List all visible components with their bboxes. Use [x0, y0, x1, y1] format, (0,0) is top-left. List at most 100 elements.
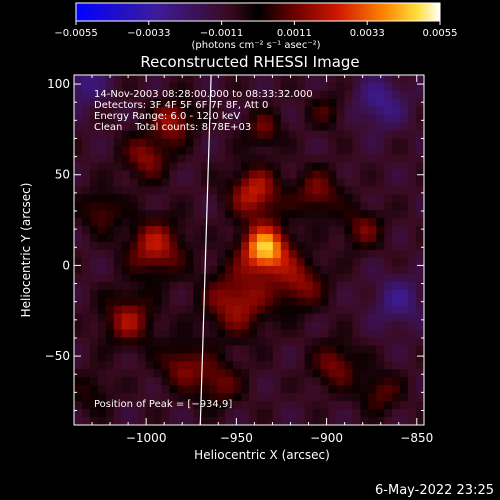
heatmap-cell [280, 98, 290, 108]
heatmap-cell [249, 353, 258, 362]
heatmap-cell [328, 130, 338, 140]
heatmap-cell [249, 122, 258, 132]
heatmap-cell [89, 194, 99, 203]
heatmap-cell [416, 146, 425, 156]
heatmap-cell [145, 250, 155, 259]
heatmap-cell [368, 122, 377, 132]
heatmap-cell [384, 194, 393, 203]
heatmap-cell [153, 138, 163, 148]
heatmap-cell [233, 82, 242, 92]
heatmap-cell [121, 417, 131, 426]
heatmap-cell [185, 210, 194, 219]
heatmap-cell [177, 345, 186, 354]
heatmap-cell [185, 250, 194, 259]
heatmap-cell [161, 75, 171, 84]
heatmap-cell [217, 257, 226, 267]
heatmap-cell [256, 281, 266, 291]
heatmap-cell [264, 297, 274, 307]
heatmap-cell [376, 106, 385, 116]
heatmap-cell [336, 369, 346, 378]
heatmap-cell [408, 75, 417, 84]
heatmap-cell [153, 321, 163, 331]
heatmap-cell [74, 417, 83, 426]
heatmap-cell [137, 257, 147, 267]
heatmap-cell [392, 409, 401, 418]
heatmap-cell [272, 226, 282, 235]
heatmap-cell [328, 289, 338, 299]
heatmap-cell [81, 90, 91, 100]
heatmap-cell [384, 202, 393, 211]
heatmap-cell [320, 98, 330, 108]
heatmap-cell [241, 297, 250, 307]
heatmap-cell [320, 401, 330, 410]
heatmap-cell [81, 234, 91, 243]
heatmap-cell [185, 114, 194, 124]
heatmap-cell [312, 313, 322, 323]
heatmap-cell [416, 210, 425, 219]
heatmap-cell [129, 250, 139, 259]
heatmap-cell [384, 178, 393, 187]
heatmap-cell [384, 369, 393, 378]
heatmap-cell [137, 409, 147, 418]
heatmap-cell [169, 345, 178, 354]
heatmap-cell [241, 75, 250, 84]
heatmap-cell [256, 98, 266, 108]
heatmap-cell [177, 313, 186, 323]
heatmap-cell [336, 170, 346, 179]
heatmap-cell [352, 146, 361, 156]
heatmap-cell [280, 234, 290, 243]
heatmap-cell [241, 154, 250, 164]
heatmap-cell [256, 170, 266, 179]
heatmap-cell [89, 273, 99, 283]
heatmap-cell [408, 321, 417, 331]
heatmap-cell [161, 210, 171, 219]
heatmap-cell [145, 98, 155, 108]
heatmap-cell [264, 417, 274, 426]
heatmap-cell [264, 138, 274, 148]
heatmap-cell [280, 114, 290, 124]
heatmap-cell [256, 321, 266, 331]
heatmap-cell [336, 226, 346, 235]
heatmap-cell [249, 234, 258, 243]
heatmap-cell [344, 257, 353, 267]
heatmap-cell [368, 226, 377, 235]
heatmap-cell [256, 210, 266, 219]
heatmap-cell [360, 289, 369, 299]
heatmap-cell [153, 202, 163, 211]
heatmap-cell [177, 297, 186, 307]
heatmap-cell [312, 234, 322, 243]
heatmap-cell [296, 297, 306, 307]
heatmap-cell [233, 369, 242, 378]
heatmap-cell [392, 82, 401, 92]
heatmap-cell [344, 289, 353, 299]
heatmap-cell [129, 409, 139, 418]
heatmap-cell [280, 122, 290, 132]
heatmap-cell [74, 226, 83, 235]
heatmap-cell [201, 162, 210, 172]
heatmap-cell [312, 265, 322, 275]
heatmap-cell [344, 210, 353, 219]
heatmap-cell [344, 218, 353, 227]
heatmap-cell [336, 265, 346, 275]
heatmap-cell [217, 170, 226, 179]
heatmap-cell [89, 289, 99, 299]
heatmap-cell [400, 138, 409, 148]
heatmap-cell [336, 242, 346, 251]
heatmap-cell [280, 337, 290, 347]
heatmap-cell [312, 321, 322, 331]
heatmap-cell [81, 82, 91, 92]
heatmap-cell [81, 130, 91, 140]
heatmap-cell [121, 162, 131, 172]
heatmap-cell [89, 313, 99, 323]
heatmap-cell [328, 90, 338, 100]
x-tick-label: −850 [400, 431, 433, 445]
heatmap-cell [264, 130, 274, 140]
heatmap-cell [161, 242, 171, 251]
heatmap-cell [336, 210, 346, 219]
heatmap-cell [201, 377, 210, 386]
heatmap-cell [233, 265, 242, 275]
heatmap-cell [129, 242, 139, 251]
heatmap-cell [81, 194, 91, 203]
heatmap-cell [241, 273, 250, 283]
heatmap-cell [185, 170, 194, 179]
